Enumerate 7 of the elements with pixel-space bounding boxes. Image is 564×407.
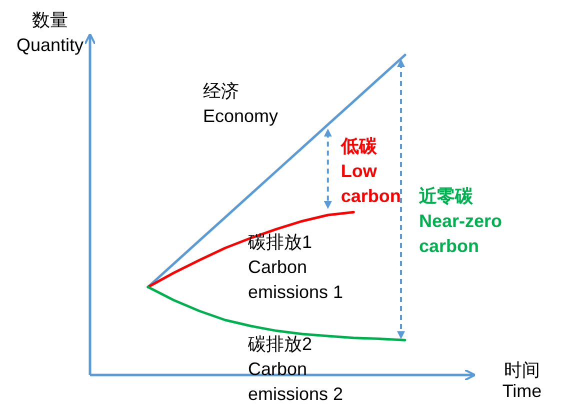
text: 近零碳 Near-zero carbon [418,186,502,256]
series-label: 经济 Economy [203,81,278,126]
x-axis-title: 时间 Time [502,360,542,401]
series-label: 碳排放1 Carbon emissions 1 [247,232,344,302]
annotation: 低碳 Low carbon [340,136,401,206]
series-label: 碳排放2 Carbon emissions 2 [247,334,344,404]
y-axis-title: 数量 Quantity [16,10,84,55]
